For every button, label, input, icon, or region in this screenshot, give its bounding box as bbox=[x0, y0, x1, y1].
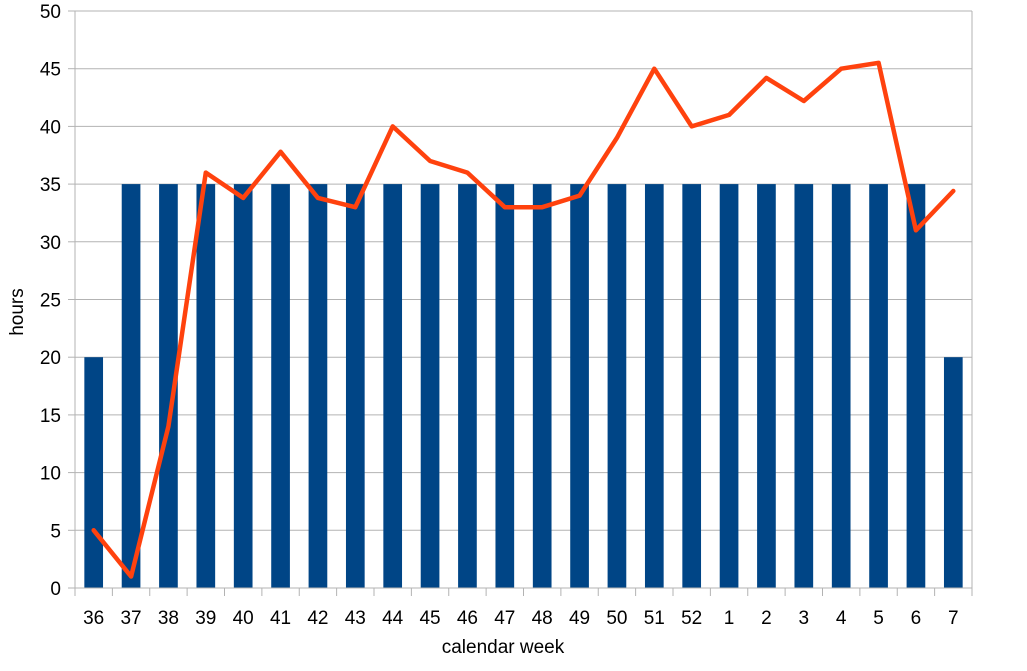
bar bbox=[458, 184, 477, 588]
bar bbox=[271, 184, 290, 588]
x-tick-label: 51 bbox=[644, 608, 665, 629]
bar bbox=[532, 184, 552, 588]
x-tick-label: 37 bbox=[120, 608, 141, 629]
x-tick-label: 49 bbox=[569, 608, 590, 629]
bar bbox=[570, 184, 589, 588]
bar bbox=[84, 357, 104, 588]
x-tick-label: 43 bbox=[345, 608, 366, 629]
bar bbox=[121, 184, 141, 588]
y-tick-label: 45 bbox=[40, 60, 61, 81]
bar bbox=[383, 184, 403, 588]
y-tick-label: 40 bbox=[40, 117, 61, 138]
x-tick-label: 42 bbox=[307, 608, 328, 629]
bar bbox=[682, 184, 702, 588]
y-tick-label: 35 bbox=[40, 175, 61, 196]
bar bbox=[906, 184, 926, 588]
y-tick-label: 50 bbox=[40, 2, 61, 23]
x-tick-labels: 36 37 38 39 40 41 42 43 44 45 46 47 48 49 50 51 52 1 2 3 4 5 6… bbox=[83, 608, 958, 629]
x-tick-label: 7 bbox=[948, 608, 959, 629]
bar bbox=[345, 184, 365, 588]
y-tick-label: 25 bbox=[40, 291, 61, 312]
x-tick-label: 46 bbox=[457, 608, 478, 629]
bar bbox=[757, 184, 776, 588]
bar bbox=[831, 184, 851, 588]
y-axis-title: hours bbox=[7, 288, 28, 336]
bar bbox=[420, 184, 440, 588]
x-tick-label: 44 bbox=[382, 608, 404, 629]
x-tick-label: 40 bbox=[233, 608, 254, 629]
y-tick-label: 5 bbox=[50, 521, 61, 542]
x-tick-label: 48 bbox=[532, 608, 553, 629]
x-tick-label: 5 bbox=[873, 608, 884, 629]
bar bbox=[607, 184, 627, 588]
bar bbox=[308, 184, 328, 588]
line-series bbox=[91, 60, 956, 579]
x-tick-label: 39 bbox=[195, 608, 216, 629]
bar bbox=[495, 184, 515, 588]
x-tick-label: 36 bbox=[83, 608, 104, 629]
x-tick-label: 52 bbox=[681, 608, 702, 629]
bar bbox=[943, 357, 963, 588]
bar bbox=[719, 184, 739, 588]
axes bbox=[68, 10, 973, 596]
bar bbox=[794, 184, 814, 588]
bar bbox=[233, 184, 253, 588]
x-tick-label: 4 bbox=[836, 608, 847, 629]
y-tick-label: 0 bbox=[50, 579, 61, 600]
bar bbox=[159, 184, 178, 588]
bar-series bbox=[84, 184, 963, 588]
bar bbox=[869, 184, 888, 588]
x-tick-label: 3 bbox=[799, 608, 810, 629]
x-tick-label: 47 bbox=[494, 608, 515, 629]
x-tick-label: 41 bbox=[270, 608, 291, 629]
x-axis-title: calendar week bbox=[442, 637, 565, 658]
bar bbox=[644, 184, 664, 588]
y-tick-label: 15 bbox=[40, 406, 61, 427]
x-tick-label: 50 bbox=[606, 608, 627, 629]
x-tick-label: 38 bbox=[158, 608, 179, 629]
y-tick-label: 10 bbox=[40, 464, 61, 485]
x-tick-label: 45 bbox=[419, 608, 440, 629]
y-tick-labels: 0 5 10 15 20 25 30 35 40 45 50 bbox=[40, 2, 61, 600]
x-tick-label: 1 bbox=[724, 608, 735, 629]
x-tick-label: 2 bbox=[761, 608, 772, 629]
y-tick-label: 20 bbox=[40, 348, 61, 369]
x-tick-label: 6 bbox=[911, 608, 922, 629]
y-tick-label: 30 bbox=[40, 233, 61, 254]
line-series-path bbox=[91, 60, 956, 579]
bar bbox=[196, 184, 216, 588]
